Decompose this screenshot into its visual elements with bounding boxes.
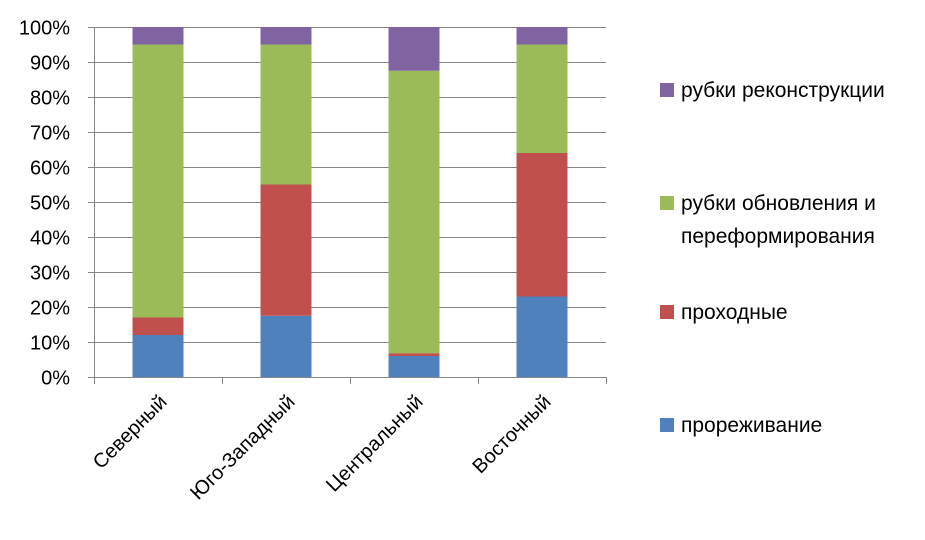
bar-рубки-реконструкции-3 xyxy=(516,27,568,45)
legend-swatch xyxy=(660,196,674,210)
legend-label: рубки реконструкции xyxy=(681,79,885,102)
y-tick-label: 60% xyxy=(30,158,70,180)
x-category-label: Юго-Западный xyxy=(186,391,299,504)
y-tick-label: 40% xyxy=(30,228,70,250)
bar-проходные-0 xyxy=(132,317,184,335)
legend-label: проходные xyxy=(681,301,788,324)
bar-прореживание-3 xyxy=(516,296,568,377)
legend-label: прореживание xyxy=(681,414,822,437)
y-tick-label: 0% xyxy=(41,368,70,390)
y-tick-label: 90% xyxy=(30,53,70,75)
legend-item-рубки-обновления-и-переформирования: рубки обновления и переформирования xyxy=(660,192,876,248)
y-tick-labels: 0% 10% 20% 30% 40% 50% 60% 70% 80% 90% 100% xyxy=(19,18,70,390)
bar-прореживание-2 xyxy=(388,356,440,377)
bar-рубки-реконструкции-2 xyxy=(388,27,440,71)
x-category-label: Центральный xyxy=(322,391,427,496)
bar-проходные-1 xyxy=(260,184,312,316)
bar-рубки-обновления-и-переформирования-3 xyxy=(516,44,568,153)
y-tick-label: 80% xyxy=(30,88,70,110)
y-tick-label: 20% xyxy=(30,298,70,320)
legend: рубки реконструкции рубки обновления и пер… xyxy=(660,79,885,437)
legend-item-проходные: проходные xyxy=(660,301,788,324)
legend-label: рубки обновления и переформирования xyxy=(681,192,876,248)
x-category-label: Северный xyxy=(89,391,172,474)
bars xyxy=(132,27,568,377)
y-tick-label: 30% xyxy=(30,263,70,285)
bar-рубки-реконструкции-0 xyxy=(132,27,184,45)
legend-item-прореживание: прореживание xyxy=(660,414,822,437)
axes xyxy=(88,27,607,384)
x-category-label: Восточный xyxy=(468,391,555,478)
bar-проходные-3 xyxy=(516,153,568,297)
x-category-labels: Северный Юго-Западный Центральный Восточный xyxy=(89,391,556,504)
bar-прореживание-0 xyxy=(132,335,184,377)
bar-прореживание-1 xyxy=(260,315,312,377)
y-tick-label: 70% xyxy=(30,123,70,145)
y-tick-label: 100% xyxy=(19,18,70,40)
legend-item-рубки-реконструкции: рубки реконструкции xyxy=(660,79,885,102)
bar-рубки-обновления-и-переформирования-1 xyxy=(260,44,312,185)
bar-рубки-обновления-и-переформирования-2 xyxy=(388,70,440,354)
legend-swatch xyxy=(660,305,674,319)
legend-swatch xyxy=(660,418,674,432)
legend-swatch xyxy=(660,83,674,97)
y-tick-label: 50% xyxy=(30,193,70,215)
bar-рубки-обновления-и-переформирования-0 xyxy=(132,44,184,318)
bar-рубки-реконструкции-1 xyxy=(260,27,312,45)
bar-проходные-2 xyxy=(388,353,440,356)
y-tick-label: 10% xyxy=(30,333,70,355)
